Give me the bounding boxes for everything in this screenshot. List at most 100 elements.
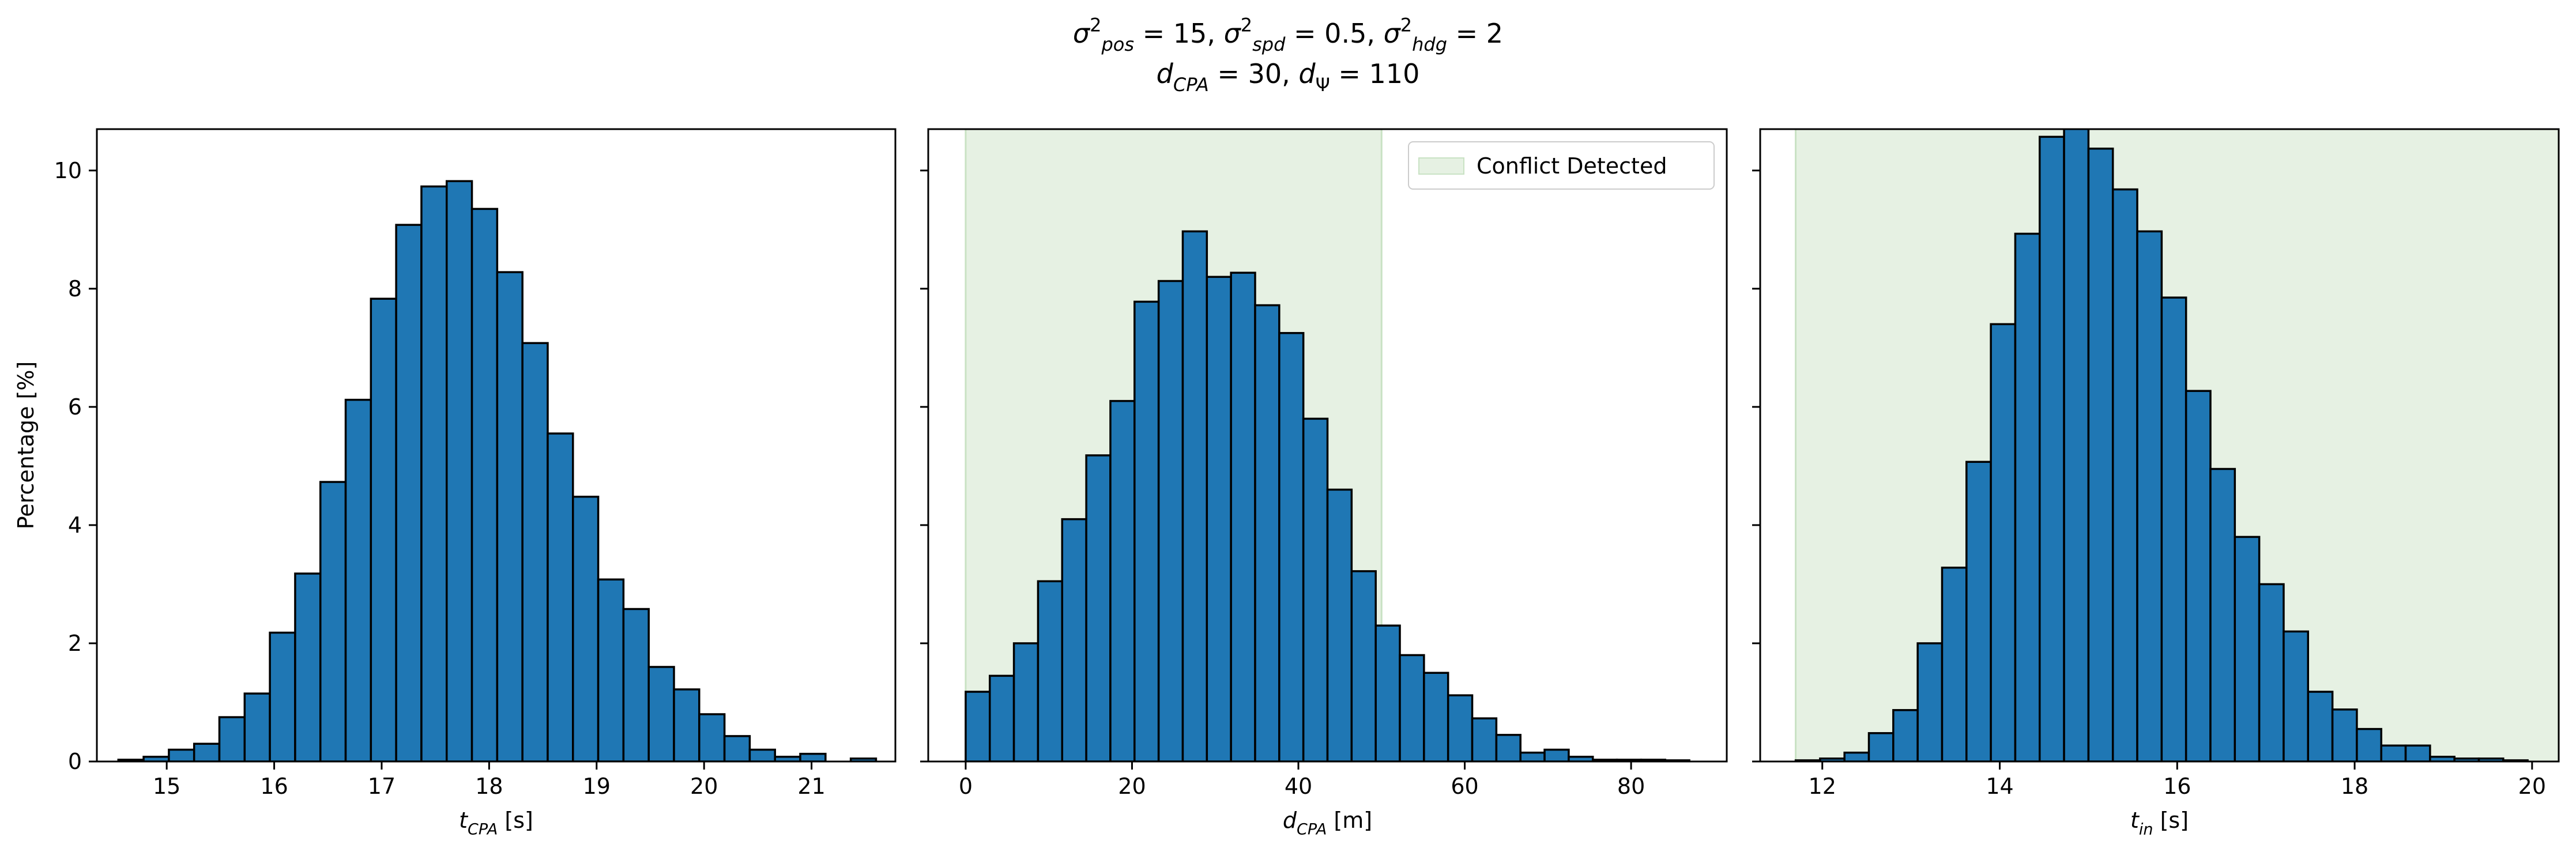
figure-title-line-1: σ2pos = 15, σ2spd = 0.5, σ2hdg = 2 xyxy=(1073,14,1503,55)
histogram-bar xyxy=(2234,536,2261,761)
histogram-bar xyxy=(1302,417,1329,761)
histogram-bar xyxy=(2136,230,2163,761)
histogram-bar xyxy=(647,666,675,761)
histogram-bar xyxy=(1916,642,1944,761)
histogram-bar xyxy=(1206,276,1232,761)
plot-area-dcpa xyxy=(965,129,1690,761)
histogram-bar xyxy=(269,631,296,761)
histogram-bar xyxy=(1109,399,1136,761)
x-axis-label-tin: tin [s] xyxy=(2130,808,2189,838)
x-tick-label: 18 xyxy=(475,774,503,799)
panel-tin-histogram: 12 14 16 18 20 tin [s] xyxy=(1752,128,2560,838)
histogram-bar xyxy=(2039,135,2065,761)
histogram-bar xyxy=(2087,148,2114,761)
histogram-bar xyxy=(723,735,751,761)
histogram-bar xyxy=(446,180,473,761)
histogram-bar xyxy=(521,342,549,761)
histogram-bar xyxy=(2258,583,2285,761)
histogram-bar xyxy=(218,716,246,761)
x-tick-label: 60 xyxy=(1451,774,1478,799)
x-tick-label: 20 xyxy=(690,774,718,799)
x-tick-label: 16 xyxy=(260,774,288,799)
axes-frame-tcpa xyxy=(96,128,897,763)
histogram-bar xyxy=(2307,691,2334,761)
histogram-bar xyxy=(1278,331,1305,761)
histogram-bar xyxy=(2063,129,2090,761)
plot-area-tcpa xyxy=(117,180,878,761)
legend-box xyxy=(1408,141,1715,190)
histogram-bar xyxy=(989,674,1015,761)
y-tick-label: 8 xyxy=(68,276,82,301)
histogram-bar xyxy=(2111,188,2138,761)
histogram-bar xyxy=(2404,744,2431,761)
y-tick-label: 4 xyxy=(68,512,82,538)
y-tick-label: 10 xyxy=(54,158,82,183)
legend-swatch xyxy=(1418,157,1464,175)
x-tick-label: 0 xyxy=(959,774,973,799)
y-tick-label: 0 xyxy=(68,749,82,774)
histogram-bar xyxy=(2014,232,2041,761)
histogram-bar xyxy=(2160,296,2187,761)
histogram-bar xyxy=(1471,717,1498,761)
legend-label: Conflict Detected xyxy=(1477,153,1667,179)
histogram-bar xyxy=(1843,751,1870,761)
histogram-bar xyxy=(622,608,650,761)
histogram-bar xyxy=(1399,654,1425,761)
y-tick-label: 6 xyxy=(68,394,82,420)
axes-frame-tin xyxy=(1759,128,2560,763)
histogram-bar xyxy=(1423,672,1449,761)
x-tick-label: 40 xyxy=(1285,774,1312,799)
histogram-bar xyxy=(1990,323,2017,761)
legend: Conflict Detected xyxy=(1408,141,1715,190)
histogram-bar xyxy=(965,691,991,761)
x-axis-label-dcpa: dCPA [m] xyxy=(1283,808,1372,838)
axes-frame-dcpa xyxy=(927,128,1728,763)
histogram-bar xyxy=(1012,642,1040,761)
histogram-bar xyxy=(395,224,423,761)
histogram-bar xyxy=(243,692,271,761)
histogram-bar xyxy=(168,748,195,761)
histogram-bar xyxy=(1447,694,1474,761)
histogram-bar xyxy=(698,713,726,761)
x-tick-label: 21 xyxy=(797,774,825,799)
histogram-bar xyxy=(294,572,322,761)
x-axis-label-tcpa: tCPA [s] xyxy=(459,808,533,838)
histogram-bar xyxy=(1061,518,1087,761)
histogram-bar xyxy=(1133,300,1160,761)
histogram-bar xyxy=(1085,454,1112,761)
histogram-bar xyxy=(319,481,347,761)
panel-tcpa-histogram: 15 16 17 18 19 20 21 0 2 4 6 8 10 tCPA [s] Percentage … xyxy=(13,128,897,838)
histogram-bar xyxy=(547,432,574,761)
histogram-bar xyxy=(1495,734,1522,761)
histogram-bar xyxy=(1350,570,1377,761)
x-tick-label: 20 xyxy=(2518,774,2546,799)
histogram-bar xyxy=(370,297,397,761)
histogram-bar xyxy=(420,185,448,761)
x-tick-label: 12 xyxy=(1809,774,1836,799)
histogram-bar xyxy=(1519,751,1546,761)
histogram-bar xyxy=(748,748,776,761)
panel-dcpa-histogram: 0 20 40 60 80 dCPA [m] Conflict Detected xyxy=(920,128,1728,838)
histogram-bar xyxy=(2185,390,2212,761)
histogram-bar xyxy=(496,271,524,761)
histogram-bar xyxy=(572,495,600,761)
histogram-bar xyxy=(673,688,701,761)
histogram-bar xyxy=(1965,461,1992,761)
x-tick-label: 17 xyxy=(368,774,396,799)
histogram-bar xyxy=(1157,280,1184,761)
histogram-bar xyxy=(193,742,221,761)
histogram-bar xyxy=(1254,304,1281,761)
histogram-bar xyxy=(2356,727,2382,761)
y-tick-label: 2 xyxy=(68,631,82,656)
histogram-bar xyxy=(2331,708,2358,761)
histogram-bar xyxy=(1326,488,1353,761)
histogram-bar xyxy=(2209,468,2236,761)
plot-area-tin xyxy=(1794,129,2559,761)
figure-title-line-2: dCPA = 30, dΨ = 110 xyxy=(1157,58,1420,96)
x-tick-label: 80 xyxy=(1617,774,1645,799)
x-tick-label: 18 xyxy=(2341,774,2368,799)
histogram-bar xyxy=(344,398,372,761)
histogram-bar xyxy=(1941,566,1968,761)
histogram-bar xyxy=(470,208,499,761)
